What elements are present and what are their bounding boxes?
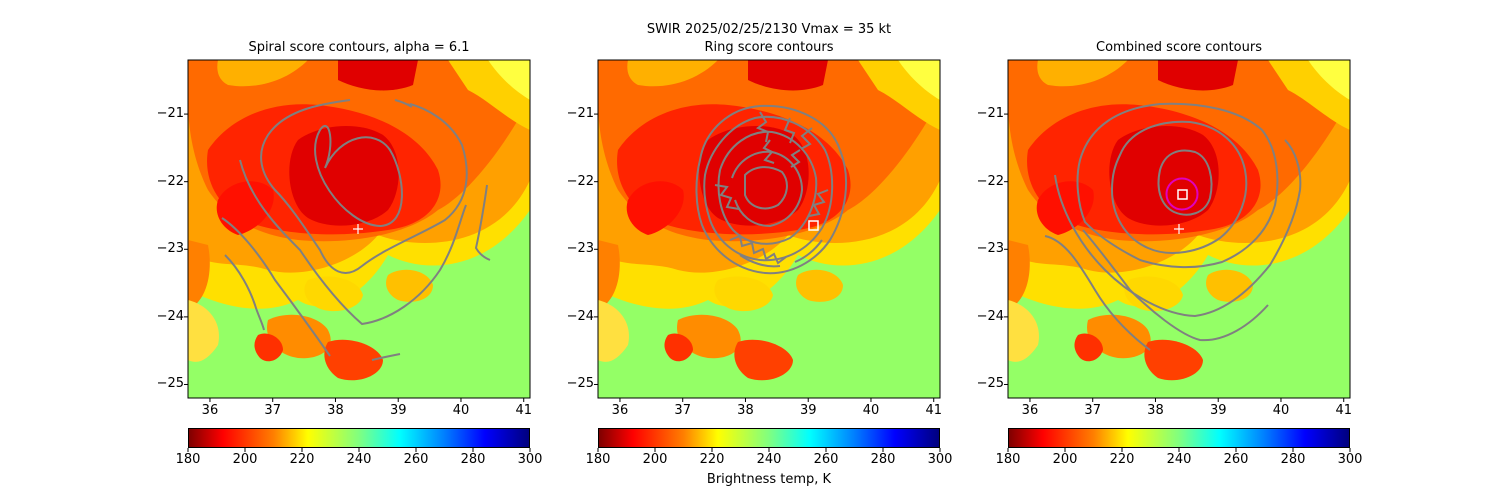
x-tick-label: 39 xyxy=(389,403,407,418)
colorbar-tick-label: 200 xyxy=(232,452,258,467)
panel3-frame xyxy=(1007,59,1351,399)
x-tick-label: 37 xyxy=(1084,403,1101,418)
x-tick-label: 40 xyxy=(862,403,880,418)
panel1-spiral-contours xyxy=(221,99,491,361)
panel3-combined-contours xyxy=(1044,102,1302,351)
panel1-title: Spiral score contours, alpha = 6.1 xyxy=(248,40,470,55)
colorbar-1 xyxy=(188,428,530,448)
colorbar-tick-label: 300 xyxy=(517,452,543,467)
colorbar-2 xyxy=(598,428,940,448)
y-tick-label: −21 xyxy=(566,106,594,122)
colorbar-tick-label: 220 xyxy=(1109,452,1135,467)
x-tick-label: 37 xyxy=(674,403,691,418)
y-tick-label: −23 xyxy=(976,241,1004,257)
panel3-center-plus xyxy=(1174,224,1184,234)
colorbar-tick-label: 200 xyxy=(1052,452,1078,467)
y-tick-label: −21 xyxy=(156,106,184,122)
colorbar-tick-label: 300 xyxy=(927,452,953,467)
colorbar-tick-label: 300 xyxy=(1337,452,1363,467)
x-tick-label: 36 xyxy=(611,403,629,418)
y-tick-label: −24 xyxy=(566,308,594,324)
colorbar-tick-label: 260 xyxy=(1223,452,1249,467)
panel3-title: Combined score contours xyxy=(1096,40,1262,55)
panel2-frame xyxy=(597,59,941,399)
x-tick-label: 38 xyxy=(737,403,754,418)
colorbar-tick-label: 280 xyxy=(1280,452,1306,467)
y-tick-label: −22 xyxy=(566,173,594,189)
colorbar-tick-label: 180 xyxy=(175,452,201,467)
panel1-frame xyxy=(187,59,531,399)
colorbar-label: Brightness temp, K xyxy=(706,472,832,487)
colorbar-tick-label: 240 xyxy=(346,452,372,467)
colorbar-tick-label: 260 xyxy=(813,452,839,467)
y-tick-label: −25 xyxy=(156,376,184,392)
x-tick-label: 39 xyxy=(1209,403,1227,418)
axis-tick-marks xyxy=(184,113,1351,452)
y-tick-label: −25 xyxy=(566,376,594,392)
panel2-center-square xyxy=(808,220,819,231)
colorbar-tick-label: 180 xyxy=(995,452,1021,467)
colorbar-3 xyxy=(1008,428,1350,448)
x-tick-label: 39 xyxy=(799,403,817,418)
x-tick-label: 40 xyxy=(1272,403,1290,418)
colorbar-tick-label: 220 xyxy=(699,452,725,467)
y-tick-label: −24 xyxy=(156,308,184,324)
suptitle-line1: SWIR 2025/02/25/2130 Vmax = 35 kt xyxy=(646,22,892,37)
x-tick-label: 36 xyxy=(201,403,219,418)
x-tick-label: 36 xyxy=(1021,403,1039,418)
colorbar-tick-label: 240 xyxy=(756,452,782,467)
colorbar-tick-label: 240 xyxy=(1166,452,1192,467)
colorbar-tick-label: 280 xyxy=(460,452,486,467)
colorbar-tick-label: 200 xyxy=(642,452,668,467)
panel3-center-square xyxy=(1177,189,1188,200)
figure-suptitle: SWIR 2025/02/25/2130 Vmax = 35 kt xyxy=(0,22,1500,38)
x-tick-label: 37 xyxy=(264,403,281,418)
y-tick-label: −23 xyxy=(566,241,594,257)
y-tick-label: −23 xyxy=(156,241,184,257)
panel1-center-plus xyxy=(353,224,363,234)
x-tick-label: 41 xyxy=(925,403,942,418)
x-tick-label: 41 xyxy=(515,403,532,418)
colorbar-tick-label: 220 xyxy=(289,452,315,467)
y-tick-label: −24 xyxy=(976,308,1004,324)
y-tick-label: −22 xyxy=(156,173,184,189)
y-tick-label: −25 xyxy=(976,376,1004,392)
colorbar-tick-label: 260 xyxy=(403,452,429,467)
x-tick-label: 38 xyxy=(327,403,344,418)
colorbar-tick-label: 180 xyxy=(585,452,611,467)
y-tick-label: −21 xyxy=(976,106,1004,122)
colorbar-tick-label: 280 xyxy=(870,452,896,467)
x-tick-label: 41 xyxy=(1335,403,1352,418)
y-tick-label: −22 xyxy=(976,173,1004,189)
x-tick-label: 38 xyxy=(1147,403,1164,418)
panel3-ring-circle xyxy=(1165,177,1199,211)
x-tick-label: 40 xyxy=(452,403,470,418)
panel2-ring-contours xyxy=(695,104,847,275)
panel2-heatmap xyxy=(598,60,940,398)
panel2-title: Ring score contours xyxy=(704,40,834,55)
